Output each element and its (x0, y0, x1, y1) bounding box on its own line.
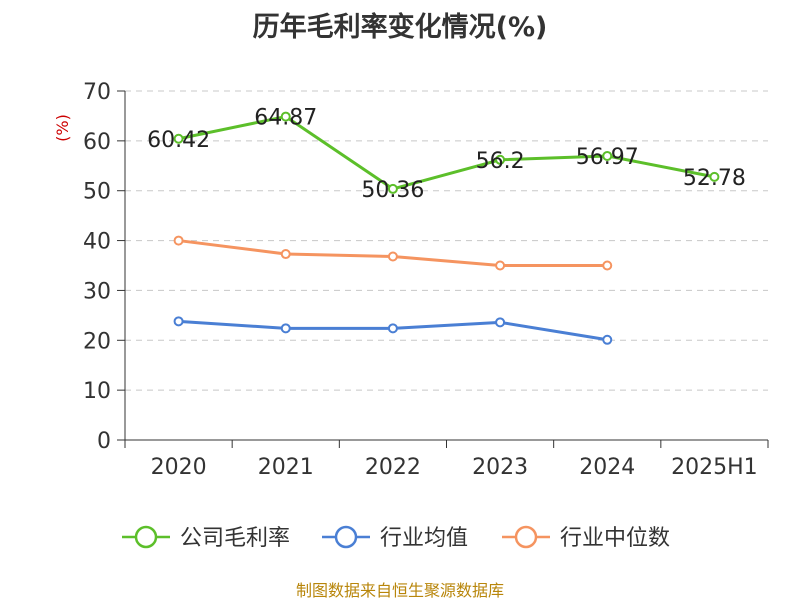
x-tick-label: 2023 (472, 455, 528, 480)
data-point (387, 183, 398, 194)
series-line (178, 115, 715, 191)
grid-lines (125, 90, 768, 391)
data-point (173, 133, 184, 144)
y-tick-label: 40 (83, 230, 111, 255)
data-point (173, 316, 184, 327)
x-tick-label: 2020 (151, 455, 207, 480)
chart-title: 历年毛利率变化情况(%) (253, 11, 548, 43)
legend: 公司毛利率 行业均值 行业中位数 (122, 525, 670, 551)
data-point (280, 323, 291, 334)
data-point (495, 317, 506, 328)
legend-item-2[interactable]: 行业中位数 (502, 525, 670, 551)
source-note: 制图数据来自恒生聚源数据库 (296, 581, 504, 600)
data-point (387, 323, 398, 334)
data-label: 52.78 (683, 166, 746, 191)
data-point (495, 154, 506, 165)
x-tick-label: 2024 (579, 455, 635, 480)
legend-marker (514, 525, 538, 549)
data-point (495, 260, 506, 271)
data-label: 56.97 (576, 145, 639, 170)
y-tick-label: 10 (83, 379, 111, 404)
y-axis-label: (%) (53, 114, 72, 142)
data-point (709, 171, 720, 182)
legend-marker (134, 525, 158, 549)
data-point (280, 111, 291, 122)
y-tick-label: 0 (97, 429, 111, 454)
x-tick-label: 2021 (258, 455, 314, 480)
data-point (602, 334, 613, 345)
legend-item-0[interactable]: 公司毛利率 (122, 525, 290, 551)
axes: 0 10 20 30 40 50 60 70 2020 2021 2022 2023 2024 2025H… (83, 80, 769, 480)
data-point (280, 249, 291, 260)
data-label: 60.42 (147, 128, 210, 153)
y-tick-label: 60 (83, 130, 111, 155)
y-tick-label: 70 (83, 80, 111, 105)
legend-label: 行业中位数 (560, 526, 670, 551)
data-point (602, 260, 613, 271)
series-0: 60.42 64.87 50.36 56.2 56.97 52.78 (147, 106, 746, 203)
legend-marker (334, 525, 358, 549)
legend-item-1[interactable]: 行业均值 (322, 525, 468, 551)
y-tick-label: 20 (83, 329, 111, 354)
y-tick-label: 50 (83, 180, 111, 205)
data-label: 64.87 (254, 106, 317, 131)
data-point (602, 150, 613, 161)
x-tick-label: 2022 (365, 455, 421, 480)
data-point (387, 251, 398, 262)
series-1 (173, 316, 613, 345)
data-label: 50.36 (361, 178, 424, 203)
y-tick-label: 30 (83, 279, 111, 304)
series-2 (173, 235, 613, 271)
data-label: 56.2 (476, 149, 525, 174)
series-group: 60.42 64.87 50.36 56.2 56.97 52.78 (147, 106, 746, 345)
x-tick-label: 2025H1 (671, 455, 758, 480)
legend-label: 公司毛利率 (180, 526, 290, 551)
legend-label: 行业均值 (380, 526, 468, 551)
data-point (173, 235, 184, 246)
